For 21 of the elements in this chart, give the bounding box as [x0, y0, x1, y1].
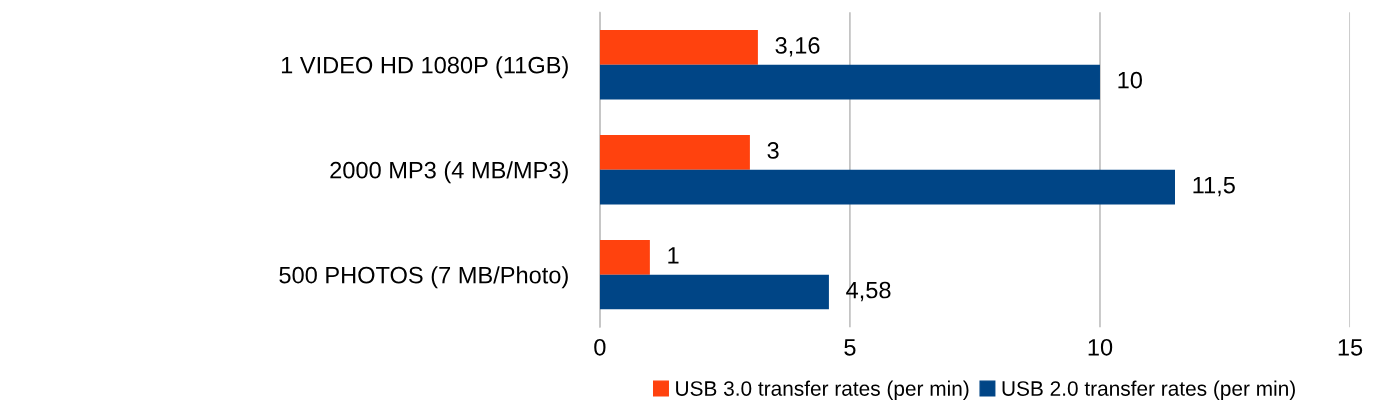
bar — [599, 30, 758, 65]
y-tick-label: 500 PHOTOS (7 MB/Photo) — [279, 266, 568, 289]
x-tick-label: 5 — [844, 339, 856, 356]
legend-label: USB 3.0 transfer rates (per min) — [676, 380, 969, 401]
data-label: 10 — [1118, 71, 1142, 89]
x-tick-label: 0 — [594, 338, 606, 356]
bar — [599, 274, 829, 310]
data-label: 3,16 — [775, 37, 820, 57]
x-tick-label: 15 — [1338, 339, 1363, 356]
data-label: 3 — [767, 142, 779, 159]
x-tick-label: 10 — [1088, 338, 1113, 356]
data-label: 1 — [668, 247, 679, 264]
bar — [599, 169, 1175, 205]
y-tick-label: 1 VIDEO HD 1080P (11GB) — [281, 56, 568, 79]
data-label: 4,58 — [846, 281, 891, 302]
bar — [599, 64, 1100, 100]
legend-label: USB 2.0 transfer rates (per min) — [1002, 380, 1295, 401]
y-tick-label: 2000 MP3 (4 MB/MP3) — [330, 161, 568, 184]
bar — [599, 135, 750, 170]
data-label: 11,5 — [1193, 176, 1235, 197]
bar — [599, 240, 650, 275]
